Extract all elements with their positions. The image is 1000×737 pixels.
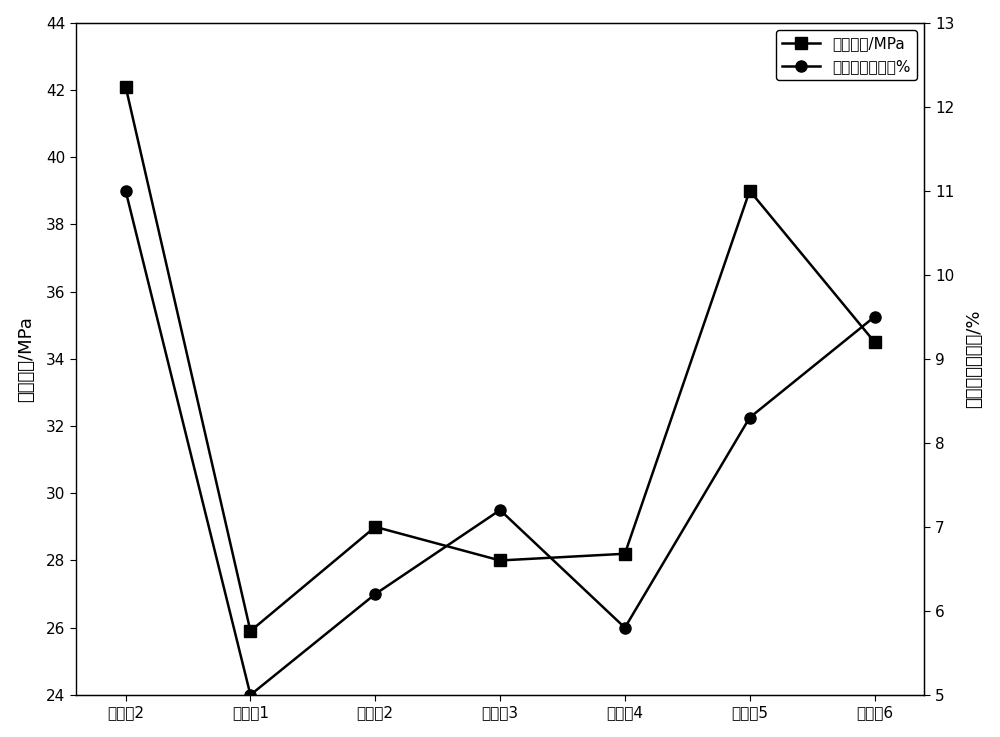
Legend: 抗压强度/MPa, 二氧化碳吸收率%: 抗压强度/MPa, 二氧化碳吸收率%	[776, 30, 917, 80]
抗压强度/MPa	[120, 82, 132, 91]
抗压强度/MPa	[619, 549, 631, 558]
Line: 抗压强度/MPa: 抗压强度/MPa	[120, 81, 880, 637]
二氧化碳吸收率%	[494, 506, 506, 514]
抗压强度/MPa	[744, 186, 756, 195]
抗压强度/MPa	[494, 556, 506, 565]
二氧化碳吸收率%	[244, 691, 256, 699]
抗压强度/MPa	[869, 338, 881, 346]
抗压强度/MPa	[369, 523, 381, 531]
抗压强度/MPa	[244, 626, 256, 635]
Y-axis label: 二氧化碳吸收率/%: 二氧化碳吸收率/%	[965, 310, 983, 408]
二氧化碳吸收率%	[869, 312, 881, 321]
Line: 二氧化碳吸收率%: 二氧化碳吸收率%	[120, 185, 880, 700]
Y-axis label: 抗压强度/MPa: 抗压强度/MPa	[17, 316, 35, 402]
二氧化碳吸收率%	[619, 624, 631, 632]
二氧化碳吸收率%	[120, 186, 132, 195]
二氧化碳吸收率%	[744, 413, 756, 422]
二氧化碳吸收率%	[369, 590, 381, 598]
